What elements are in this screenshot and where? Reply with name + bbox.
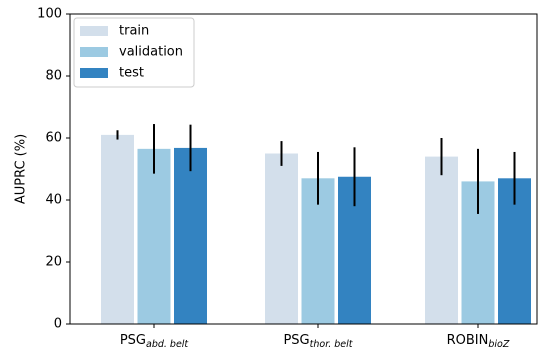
y-tick-label-80: 80: [45, 69, 62, 84]
y-tick-label-20: 20: [45, 255, 62, 270]
legend-swatch-test: [80, 68, 108, 78]
y-axis-title: AUPRC (%): [14, 134, 29, 204]
x-tick-label-3: ROBINbioZ: [447, 333, 510, 350]
legend-label-validation: validation: [119, 45, 183, 60]
legend-swatch-validation: [80, 47, 108, 57]
legend-label-train: train: [119, 24, 149, 39]
x-tick-label-2: PSGthor. belt: [283, 333, 353, 350]
legend-swatch-train: [80, 26, 108, 36]
x-tick-label-1: PSGabd. belt: [120, 333, 190, 350]
plot-frame: [69, 13, 538, 325]
y-tick-label-0: 0: [54, 317, 62, 332]
y-tick-label-40: 40: [45, 193, 62, 208]
bar-test-1: [174, 147, 207, 324]
error-bars-layer: [116, 124, 516, 214]
bars-layer: [101, 134, 531, 324]
x-axis: PSGabd. belt PSGthor. belt ROBINbioZ: [120, 324, 510, 350]
y-tick-label-100: 100: [37, 7, 62, 22]
bar-validation-1: [137, 148, 171, 324]
bar-train-2: [265, 153, 298, 324]
legend-label-test: test: [119, 66, 144, 81]
bar-train-3: [425, 156, 458, 324]
y-tick-label-60: 60: [45, 131, 62, 146]
legend: train validation test: [73, 17, 195, 88]
bar-train-1: [101, 134, 134, 324]
y-axis: 0 20 40 60 80 100: [37, 7, 70, 332]
